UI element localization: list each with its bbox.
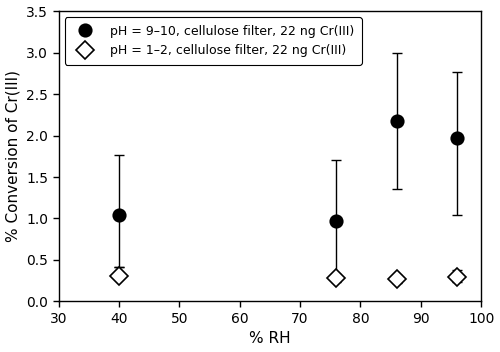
Y-axis label: % Conversion of Cr(III): % Conversion of Cr(III) — [6, 70, 20, 242]
X-axis label: % RH: % RH — [249, 332, 290, 346]
Legend: pH = 9–10, cellulose filter, 22 ng Cr(III), pH = 1–2, cellulose filter, 22 ng Cr: pH = 9–10, cellulose filter, 22 ng Cr(II… — [65, 17, 362, 64]
